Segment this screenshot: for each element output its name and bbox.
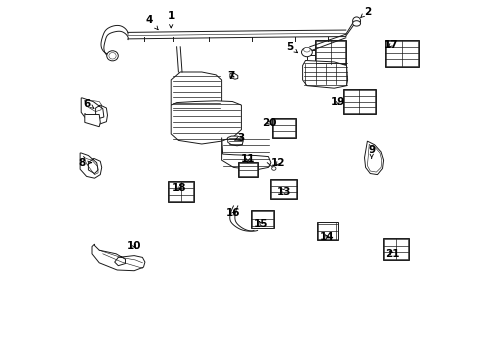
Bar [343,89,376,114]
Text: 3: 3 [235,132,245,143]
Text: 10: 10 [127,240,142,251]
Bar [383,238,409,260]
Bar [238,162,258,177]
Bar [168,181,194,202]
Polygon shape [80,153,102,178]
Polygon shape [171,72,221,112]
Bar [316,40,346,64]
Text: 8: 8 [79,158,92,168]
Text: 14: 14 [320,232,334,242]
Polygon shape [92,244,145,271]
Bar [271,118,296,138]
Text: 6: 6 [84,99,94,109]
Polygon shape [85,113,100,127]
Text: 12: 12 [271,158,285,168]
Text: 13: 13 [277,186,291,197]
Ellipse shape [304,48,310,52]
Text: 19: 19 [331,96,345,107]
Text: 2: 2 [361,6,371,18]
Ellipse shape [107,51,118,61]
Bar [317,222,338,240]
Text: 18: 18 [172,183,187,193]
Ellipse shape [353,17,361,25]
Bar [270,179,297,199]
Polygon shape [230,73,238,79]
Text: 5: 5 [286,42,297,53]
Polygon shape [365,141,384,175]
Text: 7: 7 [228,71,235,81]
Polygon shape [171,101,242,144]
Ellipse shape [109,53,116,59]
Text: 21: 21 [385,249,399,259]
Text: 15: 15 [254,219,269,229]
Text: 16: 16 [226,208,241,218]
Text: 9: 9 [368,145,375,158]
Text: 11: 11 [241,154,255,164]
Bar [250,210,274,228]
Text: 20: 20 [262,118,277,128]
Text: 1: 1 [168,11,175,28]
Polygon shape [228,136,243,146]
Text: 4: 4 [146,15,158,30]
Ellipse shape [301,48,312,57]
Polygon shape [81,98,107,124]
Bar [385,40,418,67]
Text: 17: 17 [384,40,398,50]
Polygon shape [221,138,271,170]
Polygon shape [303,60,347,88]
Ellipse shape [353,21,361,26]
Ellipse shape [271,167,276,170]
